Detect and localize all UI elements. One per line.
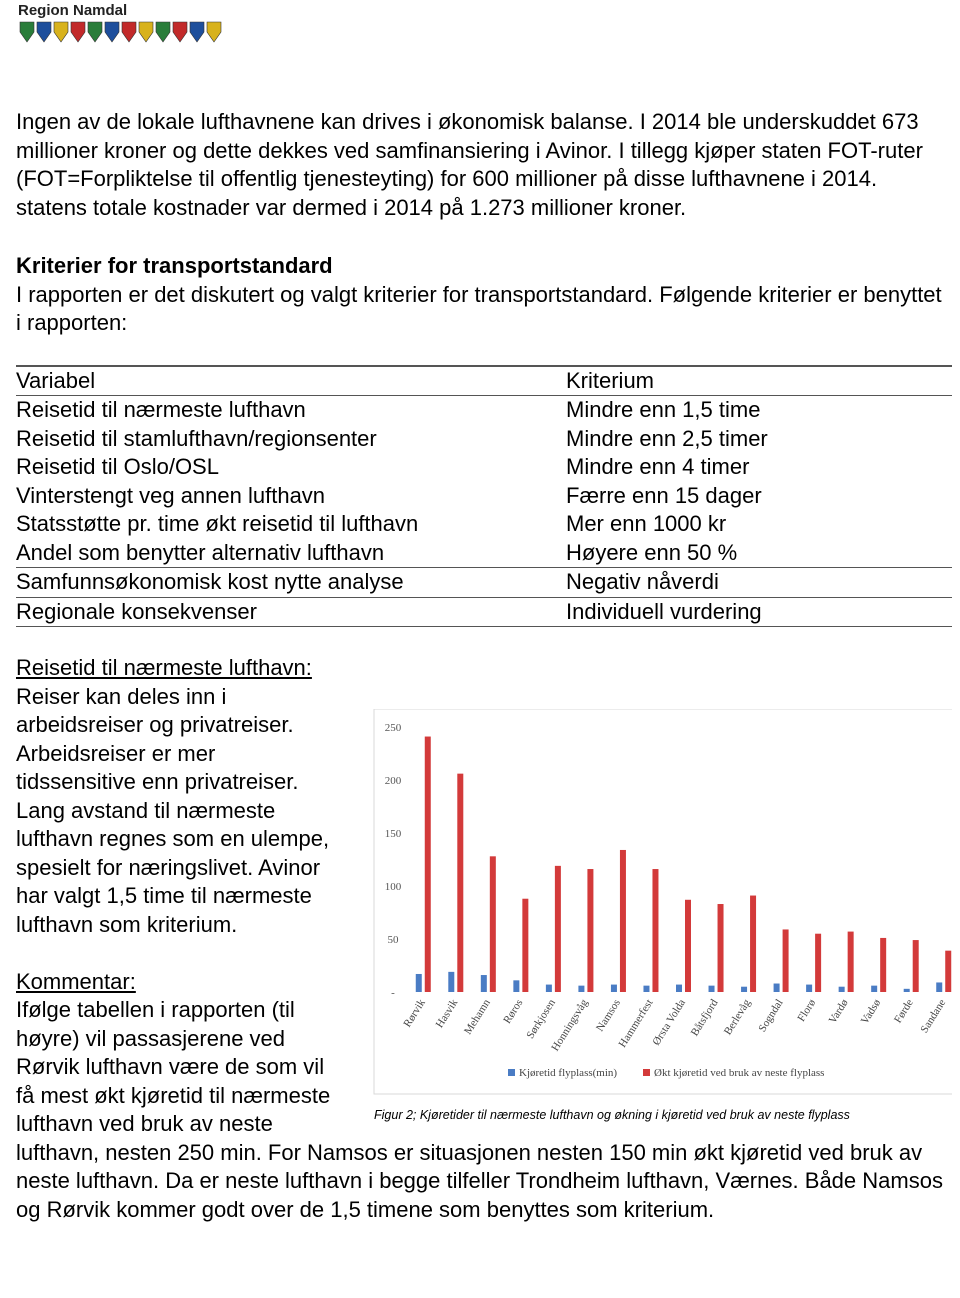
bar: [480, 975, 487, 992]
legend-swatch: [643, 1069, 650, 1076]
paragraph: Ifølge tabellen i rapporten (til høyre) …: [16, 997, 943, 1222]
bar: [415, 973, 422, 992]
logo-shields: [19, 21, 222, 43]
figure: -50 100 150 200 250 Rørvik Hasvik Mehamn Røros Sø…: [336, 708, 960, 1134]
bar: [847, 931, 854, 992]
table-cell: Mindre enn 1,5 time: [566, 397, 761, 422]
bar: [708, 985, 715, 992]
chart-frame: [373, 708, 960, 1095]
table-cell: Regionale konsekvenser: [16, 597, 566, 627]
legend-label: Kjøretid flyplass(min): [519, 1067, 617, 1079]
paragraph: Ingen av de lokale lufthavnene kan drive…: [16, 109, 923, 220]
bar: [685, 899, 691, 992]
comment-heading: Kommentar:: [16, 968, 136, 994]
y-tick-label: 50: [388, 934, 400, 946]
bar: [741, 986, 748, 992]
legend-swatch: [508, 1069, 515, 1076]
table-cell: Mindre enn 4 timer: [566, 454, 750, 479]
y-tick-label: -: [391, 987, 395, 999]
criteria-table: Variabel Kriterium Reisetid til nærmeste l…: [16, 364, 952, 628]
table-row: Reisetid til stamlufthavn/regionsenter Mi…: [16, 425, 952, 454]
table-cell: Mindre enn 2,5 timer: [566, 425, 768, 451]
section-heading: Kriterier for transportstandard: [16, 253, 333, 278]
bar: [936, 982, 943, 992]
bar: [903, 988, 910, 992]
table-cell: Kriterium: [566, 364, 952, 396]
bar: [676, 984, 682, 992]
content: Ingen av de lokale lufthavnene kan drive…: [16, 108, 960, 1224]
table-cell: Andel som benytter alternativ lufthavn: [16, 538, 566, 568]
table-row: Samfunnsøkonomisk kost nytte analyse Nega…: [16, 567, 952, 598]
table-row: Andel som benytter alternativ lufthavn Hø…: [16, 538, 952, 568]
logo-text: Region Namdal: [18, 2, 128, 19]
bar: [448, 971, 455, 992]
subsection-heading: Reisetid til nærmeste lufthavn:: [16, 655, 312, 680]
table-cell: Negativ nåverdi: [566, 567, 952, 598]
paragraph: Reiser kan deles inn i arbeidsreiser og …: [16, 683, 330, 937]
table-row: Regionale konsekvenser Individuell vurder…: [16, 597, 952, 627]
bar: [750, 895, 757, 992]
y-tick-label: 250: [385, 722, 402, 734]
bar: [545, 984, 552, 992]
table-cell: Variabel: [16, 364, 566, 396]
table-row: Variabel Kriterium: [16, 364, 952, 396]
legend-label: Økt kjøretid ved bruk av neste flyplass: [654, 1067, 824, 1079]
table-cell: Statsstøtte pr. time økt reisetid til lu…: [16, 511, 419, 536]
table-cell: Høyere enn 50 %: [566, 538, 952, 568]
bar: [773, 983, 780, 992]
bar: [815, 933, 822, 992]
bar: [522, 898, 529, 992]
y-tick-label: 100: [385, 881, 402, 893]
y-tick-label: 150: [385, 828, 402, 840]
bar: [489, 856, 496, 992]
bar: [880, 937, 887, 992]
paragraph: I rapporten er det diskutert og valgt kr…: [16, 281, 942, 336]
table-row: Statsstøtte pr. time økt reisetid til lu…: [16, 510, 952, 539]
table-row: Vinterstengt veg annen lufthavn Færre enn…: [16, 482, 952, 511]
table-cell: Vinterstengt veg annen lufthavn: [16, 482, 326, 508]
bar: [717, 904, 724, 992]
figure-caption: Figur 2; Kjøretider til nærmeste lufthav…: [374, 1108, 850, 1122]
table-cell: Reisetid til stamlufthavn/regionsenter: [16, 425, 377, 451]
bar: [652, 869, 659, 992]
bar: [513, 980, 520, 992]
bar: [457, 773, 464, 992]
table-cell: Færre enn 15 dager: [566, 482, 762, 508]
bar: [610, 984, 617, 992]
y-tick-label: 200: [385, 775, 402, 787]
bar: [782, 929, 789, 992]
bar: [619, 849, 626, 992]
bar: [871, 985, 878, 992]
table-row: Reisetid til nærmeste lufthavn Mindre enn…: [16, 396, 952, 425]
bar: [424, 736, 431, 992]
table-cell: Mer enn 1000 kr: [566, 511, 727, 536]
bar: [912, 940, 919, 992]
bar: [587, 869, 594, 992]
subsection: -50 100 150 200 250 Rørvik Hasvik Mehamn Røros Sø…: [16, 654, 960, 1224]
bar: [578, 985, 585, 992]
table-row: Reisetid til Oslo/OSL Mindre enn 4 timer: [16, 453, 952, 482]
bar: [838, 986, 845, 992]
bar: [945, 950, 952, 992]
logo: Region Namdal: [18, 2, 233, 50]
table-cell: Individuell vurdering: [566, 597, 952, 627]
bar: [643, 985, 650, 992]
table-cell: Reisetid til nærmeste lufthavn: [16, 397, 306, 422]
table-cell: Reisetid til Oslo/OSL: [16, 454, 219, 479]
table-cell: Samfunnsøkonomisk kost nytte analyse: [16, 567, 566, 598]
bar: [554, 865, 561, 992]
bar: [806, 984, 813, 992]
